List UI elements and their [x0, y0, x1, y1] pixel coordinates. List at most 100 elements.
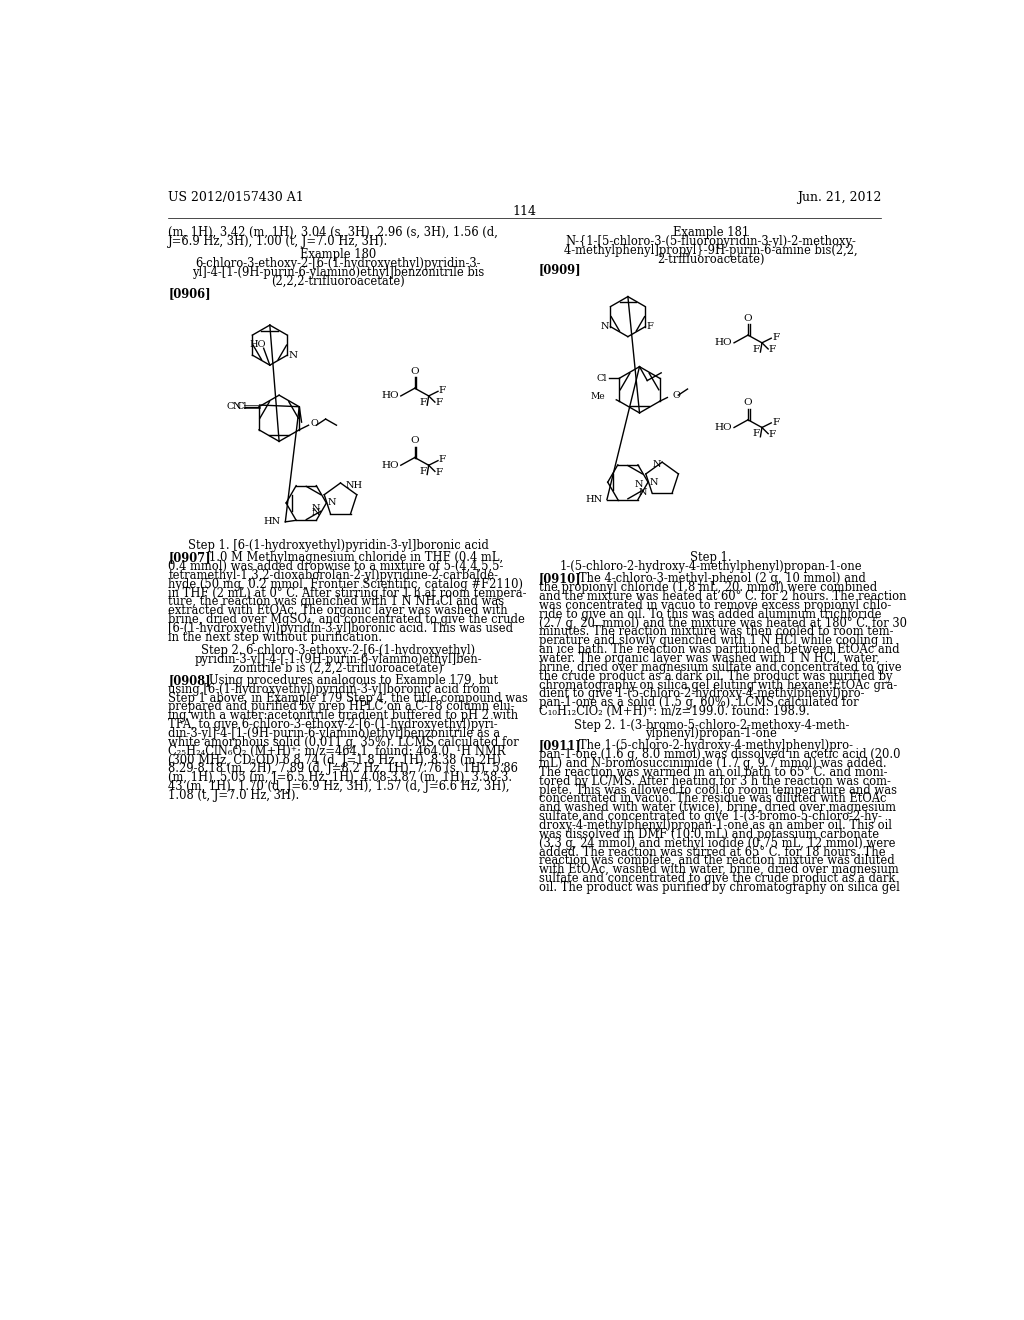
Text: ing with a water:acetonitrile gradient buffered to pH 2 with: ing with a water:acetonitrile gradient b…	[168, 709, 518, 722]
Text: O: O	[743, 399, 753, 408]
Text: brine, dried over magnesium sulfate and concentrated to give: brine, dried over magnesium sulfate and …	[539, 661, 901, 673]
Text: minutes. The reaction mixture was then cooled to room tem-: minutes. The reaction mixture was then c…	[539, 626, 893, 639]
Text: zonitrile b is (2,2,2-trifluoroacetate): zonitrile b is (2,2,2-trifluoroacetate)	[233, 663, 443, 675]
Text: pyridin-3-yl]-4-[-1-(9H-purin-6-ylamino)ethyl]ben-: pyridin-3-yl]-4-[-1-(9H-purin-6-ylamino)…	[195, 653, 482, 667]
Text: N: N	[635, 479, 643, 488]
Text: 4-methylphenyl]propyl}-9H-purin-6-amine bis(2,2,: 4-methylphenyl]propyl}-9H-purin-6-amine …	[564, 244, 858, 257]
Text: Step 1 above, in Example 179 Step 4, the title compound was: Step 1 above, in Example 179 Step 4, the…	[168, 692, 528, 705]
Text: 2-trifluoroacetate): 2-trifluoroacetate)	[657, 252, 765, 265]
Text: C₂₅H₂₄ClN₆O₂ (M+H)⁺: m/z=464.1, found: 464.0. ¹H NMR: C₂₅H₂₄ClN₆O₂ (M+H)⁺: m/z=464.1, found: 4…	[168, 744, 506, 758]
Text: (300 MHz, CD₂OD) δ 8.74 (d, J=1.8 Hz, 1H), 8.38 (m 2H),: (300 MHz, CD₂OD) δ 8.74 (d, J=1.8 Hz, 1H…	[168, 754, 505, 767]
Text: [0907]: [0907]	[168, 552, 211, 564]
Text: tetramethyl-1,3,2-dioxaborolan-2-yl)pyridine-2-carbalde-: tetramethyl-1,3,2-dioxaborolan-2-yl)pyri…	[168, 569, 499, 582]
Text: 43 (m, 1H), 1.70 (d, J=6.9 Hz, 3H), 1.57 (d, J=6.6 Hz, 3H),: 43 (m, 1H), 1.70 (d, J=6.9 Hz, 3H), 1.57…	[168, 780, 510, 793]
Text: an ice bath. The reaction was partitioned between EtOAc and: an ice bath. The reaction was partitione…	[539, 643, 899, 656]
Text: (2.7 g, 20. mmol) and the mixture was heated at 180° C. for 30: (2.7 g, 20. mmol) and the mixture was he…	[539, 616, 906, 630]
Text: tored by LC/MS. After heating for 3 h the reaction was com-: tored by LC/MS. After heating for 3 h th…	[539, 775, 891, 788]
Text: F: F	[438, 455, 445, 465]
Text: US 2012/0157430 A1: US 2012/0157430 A1	[168, 190, 304, 203]
Text: HO: HO	[382, 392, 399, 400]
Text: mL) and N-bromosuccinimide (1.7 g, 9.7 mmol) was added.: mL) and N-bromosuccinimide (1.7 g, 9.7 m…	[539, 758, 887, 770]
Text: [0906]: [0906]	[168, 286, 211, 300]
Text: sulfate and concentrated to give 1-(3-bromo-5-chloro-2-hy-: sulfate and concentrated to give 1-(3-br…	[539, 810, 882, 824]
Text: added. The reaction was stirred at 65° C. for 18 hours. The: added. The reaction was stirred at 65° C…	[539, 846, 886, 858]
Text: oil. The product was purified by chromatography on silica gel: oil. The product was purified by chromat…	[539, 880, 900, 894]
Text: N: N	[289, 351, 298, 359]
Text: in the next step without purification.: in the next step without purification.	[168, 631, 382, 644]
Text: Step 2. 1-(3-bromo-5-chloro-2-methoxy-4-meth-: Step 2. 1-(3-bromo-5-chloro-2-methoxy-4-…	[573, 718, 849, 731]
Text: water. The organic layer was washed with 1 N HCl, water,: water. The organic layer was washed with…	[539, 652, 880, 665]
Text: O: O	[743, 314, 753, 323]
Text: F: F	[647, 322, 653, 331]
Text: Example 180: Example 180	[300, 248, 376, 261]
Text: Step 2. 6-chloro-3-ethoxy-2-[6-(1-hydroxyethyl): Step 2. 6-chloro-3-ethoxy-2-[6-(1-hydrox…	[201, 644, 475, 657]
Text: J=6.9 Hz, 3H), 1.00 (t, J=7.0 Hz, 3H).: J=6.9 Hz, 3H), 1.00 (t, J=7.0 Hz, 3H).	[168, 235, 388, 248]
Text: pan-1-one as a solid (1.5 g, 60%). LCMS calculated for: pan-1-one as a solid (1.5 g, 60%). LCMS …	[539, 696, 858, 709]
Text: was concentrated in vacuo to remove excess propionyl chlo-: was concentrated in vacuo to remove exce…	[539, 599, 891, 612]
Text: HO: HO	[382, 461, 399, 470]
Text: HO: HO	[715, 338, 732, 347]
Text: O: O	[310, 420, 318, 428]
Text: (m, 1H), 3.42 (m, 1H), 3.04 (s, 3H), 2.96 (s, 3H), 1.56 (d,: (m, 1H), 3.42 (m, 1H), 3.04 (s, 3H), 2.9…	[168, 226, 498, 239]
Text: 1.08 (t, J=7.0 Hz, 3H).: 1.08 (t, J=7.0 Hz, 3H).	[168, 789, 300, 803]
Text: HN: HN	[263, 517, 281, 527]
Text: in THF (2 mL) at 0° C. After stirring for 1 h at room tempera-: in THF (2 mL) at 0° C. After stirring fo…	[168, 586, 526, 599]
Text: (3.3 g, 24 mmol) and methyl iodide (0.75 mL, 12 mmol) were: (3.3 g, 24 mmol) and methyl iodide (0.75…	[539, 837, 895, 850]
Text: [6-(1-hydroxyethyl)pyridin-3-yl]boronic acid. This was used: [6-(1-hydroxyethyl)pyridin-3-yl]boronic …	[168, 622, 513, 635]
Text: N: N	[649, 478, 658, 487]
Text: was dissolved in DMF (10.0 mL) and potassium carbonate: was dissolved in DMF (10.0 mL) and potas…	[539, 828, 879, 841]
Text: 8.29-8.18 (m, 2H), 7.89 (d, J=8.2 Hz, 1H), 7.76 (s, 1H), 5.86: 8.29-8.18 (m, 2H), 7.89 (d, J=8.2 Hz, 1H…	[168, 763, 518, 775]
Text: O: O	[411, 367, 419, 376]
Text: and the mixture was heated at 60° C. for 2 hours. The reaction: and the mixture was heated at 60° C. for…	[539, 590, 906, 603]
Text: ride to give an oil. To this was added aluminum trichloride: ride to give an oil. To this was added a…	[539, 607, 882, 620]
Text: The 1-(5-chloro-2-hydroxy-4-methylphenyl)pro-: The 1-(5-chloro-2-hydroxy-4-methylphenyl…	[568, 739, 853, 752]
Text: F: F	[769, 430, 776, 440]
Text: prepared and purified by prep HPLC on a C-18 column elu-: prepared and purified by prep HPLC on a …	[168, 701, 515, 714]
Text: F: F	[753, 429, 760, 438]
Text: extracted with EtOAc. The organic layer was washed with: extracted with EtOAc. The organic layer …	[168, 605, 508, 618]
Text: HO: HO	[715, 422, 732, 432]
Text: [0908]: [0908]	[168, 675, 211, 686]
Text: The reaction was warmed in an oil bath to 65° C. and moni-: The reaction was warmed in an oil bath t…	[539, 766, 887, 779]
Text: F: F	[772, 417, 779, 426]
Text: O: O	[672, 391, 680, 400]
Text: N: N	[328, 499, 337, 507]
Text: O: O	[411, 436, 419, 445]
Text: dient to give 1-(5-chloro-2-hydroxy-4-methylphenyl)pro-: dient to give 1-(5-chloro-2-hydroxy-4-me…	[539, 688, 864, 701]
Text: ylphenyl)propan-1-one: ylphenyl)propan-1-one	[645, 727, 777, 741]
Text: Example 181: Example 181	[673, 226, 750, 239]
Text: using [6-(1-hydroxyethyl)pyridin-3-yl]boronic acid from: using [6-(1-hydroxyethyl)pyridin-3-yl]bo…	[168, 682, 490, 696]
Text: F: F	[435, 399, 442, 408]
Text: 1-(5-chloro-2-hydroxy-4-methylphenyl)propan-1-one: 1-(5-chloro-2-hydroxy-4-methylphenyl)pro…	[560, 560, 862, 573]
Text: din-3-yl]-4-[1-(9H-purin-6-ylamino)ethyl]benzonitrile as a: din-3-yl]-4-[1-(9H-purin-6-ylamino)ethyl…	[168, 727, 501, 741]
Text: chromatography on silica gel eluting with hexane:EtOAc gra-: chromatography on silica gel eluting wit…	[539, 678, 897, 692]
Text: perature and slowly quenched with 1 N HCl while cooling in: perature and slowly quenched with 1 N HC…	[539, 635, 893, 647]
Text: N: N	[311, 504, 321, 513]
Text: 6-chloro-3-ethoxy-2-[6-(1-hydroxyethyl)pyridin-3-: 6-chloro-3-ethoxy-2-[6-(1-hydroxyethyl)p…	[196, 257, 481, 271]
Text: hyde (50 mg, 0.2 mmol, Frontier Scientific, catalog #F2110): hyde (50 mg, 0.2 mmol, Frontier Scientif…	[168, 578, 523, 590]
Text: Using procedures analogous to Example 179, but: Using procedures analogous to Example 17…	[198, 675, 498, 686]
Text: (m, 1H), 5.05 (m, J=6.5 Hz, 1H), 4.08-3.87 (m, 1H), 3.58-3.: (m, 1H), 5.05 (m, J=6.5 Hz, 1H), 4.08-3.…	[168, 771, 512, 784]
Text: brine, dried over MgSO₄, and concentrated to give the crude: brine, dried over MgSO₄, and concentrate…	[168, 612, 525, 626]
Text: Cl: Cl	[237, 403, 247, 411]
Text: The 4-chloro-3-methyl-phenol (2 g, 10 mmol) and: The 4-chloro-3-methyl-phenol (2 g, 10 mm…	[568, 573, 866, 585]
Text: Me: Me	[591, 392, 605, 401]
Text: HO: HO	[250, 339, 266, 348]
Text: [0909]: [0909]	[539, 263, 582, 276]
Text: Step 1.: Step 1.	[690, 552, 732, 565]
Text: N: N	[639, 488, 647, 498]
Text: droxy-4-methylphenyl)propan-1-one as an amber oil. This oil: droxy-4-methylphenyl)propan-1-one as an …	[539, 818, 892, 832]
Text: NH: NH	[346, 482, 362, 491]
Text: N-{1-[5-chloro-3-(5-fluoropyridin-3-yl)-2-methoxy-: N-{1-[5-chloro-3-(5-fluoropyridin-3-yl)-…	[565, 235, 857, 248]
Text: Cl: Cl	[596, 374, 607, 383]
Text: pan-1-one (1.6 g, 8.0 mmol) was dissolved in acetic acid (20.0: pan-1-one (1.6 g, 8.0 mmol) was dissolve…	[539, 748, 900, 762]
Text: sulfate and concentrated to give the crude product as a dark: sulfate and concentrated to give the cru…	[539, 873, 895, 886]
Text: yl]-4-[1-(9H-purin-6-ylamino)ethyl]benzonitrile bis: yl]-4-[1-(9H-purin-6-ylamino)ethyl]benzo…	[191, 267, 484, 280]
Text: ture, the reaction was quenched with 1 N NH₄Cl and was: ture, the reaction was quenched with 1 N…	[168, 595, 505, 609]
Text: F: F	[419, 397, 426, 407]
Text: N: N	[600, 322, 609, 331]
Text: HN: HN	[585, 495, 602, 504]
Text: 114: 114	[513, 205, 537, 218]
Text: F: F	[772, 333, 779, 342]
Text: the crude product as a dark oil. The product was purified by: the crude product as a dark oil. The pro…	[539, 669, 892, 682]
